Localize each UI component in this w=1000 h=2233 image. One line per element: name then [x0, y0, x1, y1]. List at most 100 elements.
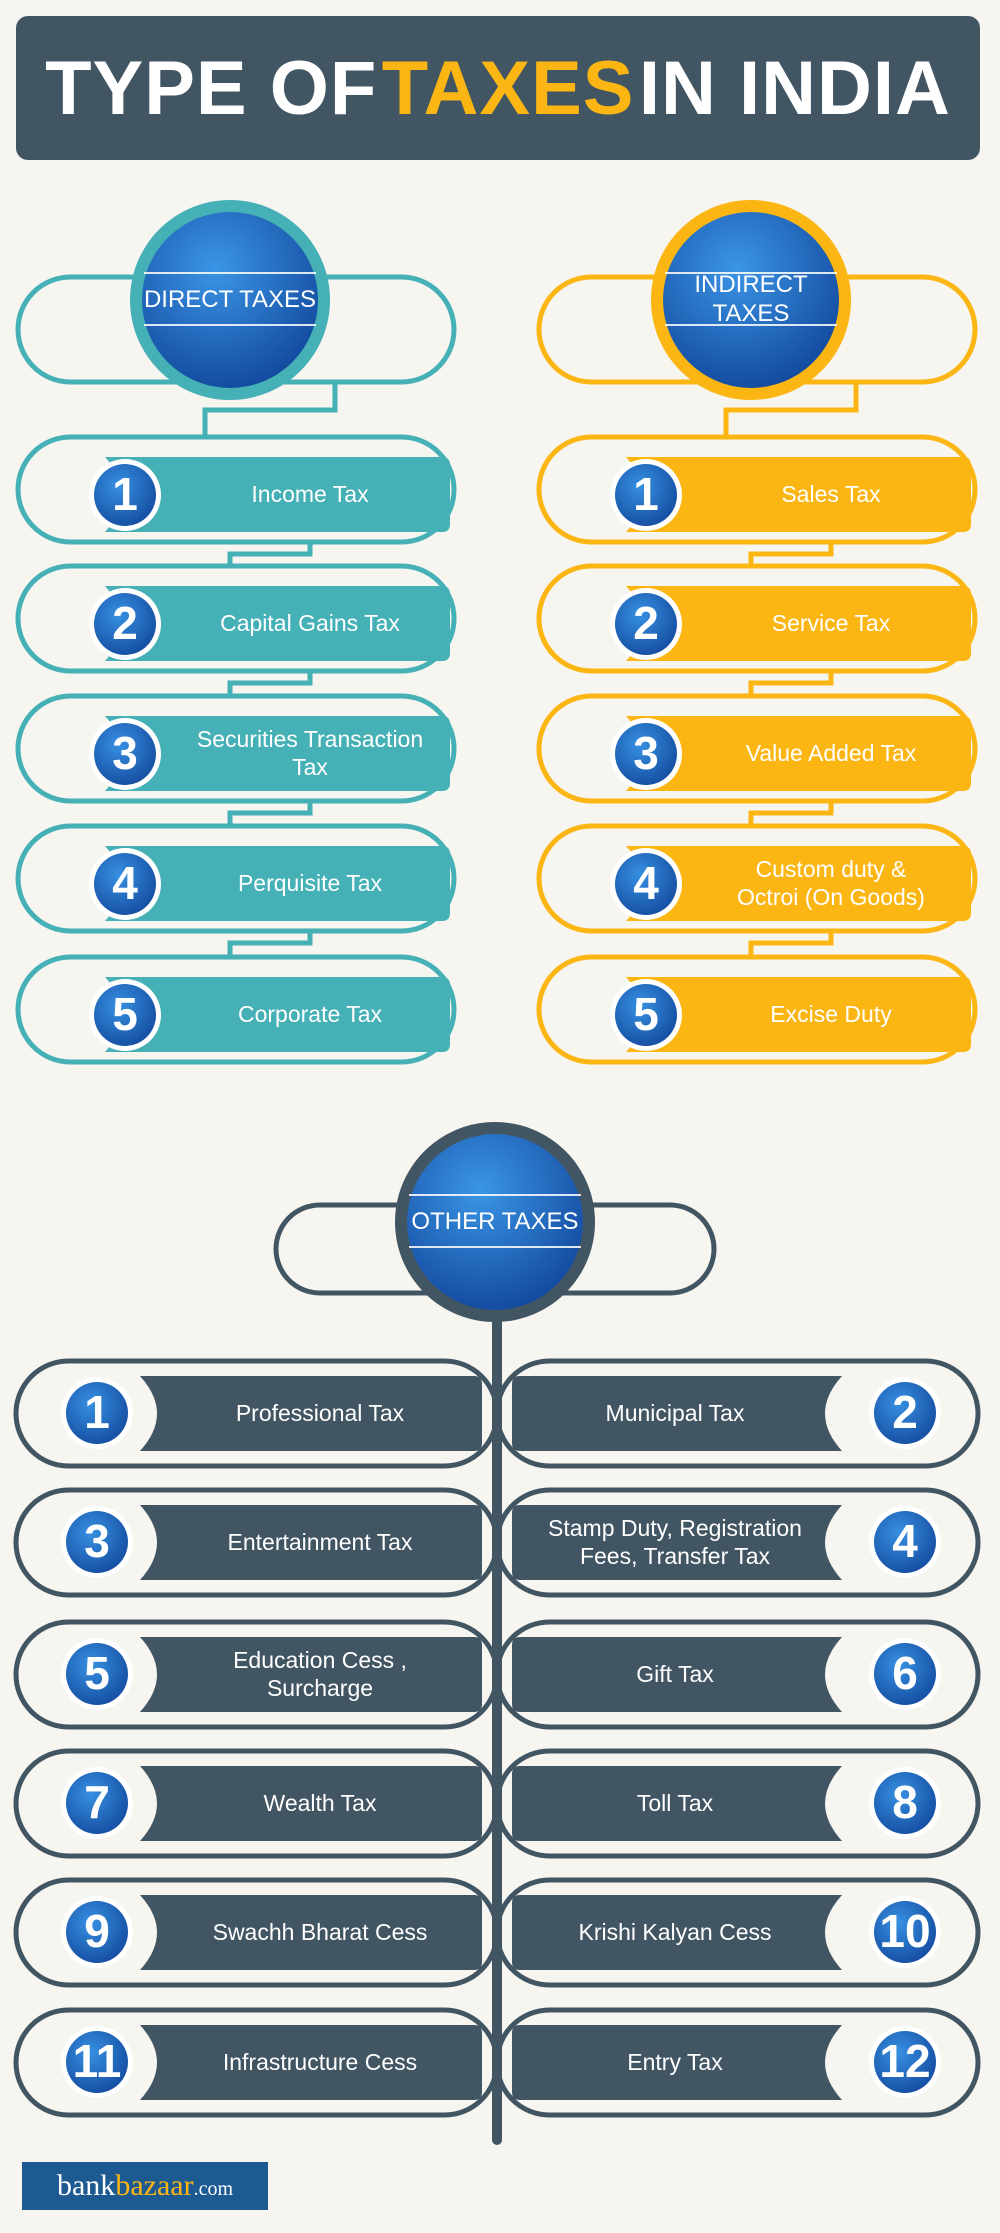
title-part-2: IN INDIA: [638, 45, 951, 131]
title-highlight: TAXES: [381, 45, 635, 131]
direct-item-frame-4: [15, 823, 457, 934]
other-item-bar-4: [512, 1505, 842, 1580]
other-item-badge-2: [874, 1382, 936, 1444]
other-item-bar-8: [512, 1766, 842, 1841]
other-item-badge-3: [66, 1511, 128, 1573]
other-item-number-1: 1: [84, 1386, 110, 1439]
other-item-bar-7: [140, 1766, 482, 1841]
indirect-item-frame-3: [536, 693, 978, 804]
direct-item-label-1: Income Tax: [251, 480, 369, 507]
indirect-item-number-4: 4: [633, 857, 659, 910]
other-item-label-6: Gift Tax: [636, 1660, 714, 1687]
other-item-label-12: Entry Tax: [627, 2048, 723, 2075]
other-item-label-8: Toll Tax: [636, 1789, 714, 1816]
indirect-connector-3: [748, 801, 834, 826]
indirect-item-bar-5: [626, 977, 971, 1052]
direct-header-circle-ball: [142, 212, 318, 388]
direct-item-frame-5: [15, 954, 457, 1065]
other-item-badge-8: [874, 1772, 936, 1834]
direct-item-bar-3: [105, 716, 450, 791]
other-item-bar-11: [140, 2025, 482, 2100]
direct-item-label-3: Securities Transaction Tax: [196, 725, 424, 780]
direct-item-number-3: 3: [112, 727, 138, 780]
indirect-item-label-1: Sales Tax: [781, 480, 881, 507]
other-item-number-7: 7: [84, 1776, 110, 1829]
other-item-bar-1: [140, 1376, 482, 1451]
direct-item-number-2: 2: [112, 597, 138, 650]
indirect-item-bar-1: [626, 457, 971, 532]
other-item-label-1: Professional Tax: [235, 1399, 405, 1426]
other-item-bar-6: [512, 1637, 842, 1712]
direct-item-badge-1: [94, 464, 156, 526]
other-item-bar-5: [140, 1637, 482, 1712]
other-item-bar-3: [140, 1505, 482, 1580]
indirect-item-number-5: 5: [633, 988, 659, 1041]
indirect-item-frame-4: [536, 823, 978, 934]
indirect-item-frame-2: [536, 563, 978, 674]
other-item-badge-10: [874, 1901, 936, 1963]
direct-connector-2: [227, 671, 313, 696]
bankbazaar-logo: bank bazaar .com: [22, 2162, 268, 2210]
direct-item-frame-2: [15, 563, 457, 674]
direct-item-number-5: 5: [112, 988, 138, 1041]
logo-part-1: bank: [56, 2169, 116, 2202]
direct-item-bar-2: [105, 586, 450, 661]
direct-item-bar-1: [105, 457, 450, 532]
other-item-badge-5: [66, 1643, 128, 1705]
indirect-item-frame-1: [536, 434, 978, 545]
direct-connector-4: [227, 931, 313, 957]
direct-connector-head: [202, 382, 338, 437]
other-item-badge-9: [66, 1901, 128, 1963]
other-item-number-6: 6: [892, 1647, 918, 1700]
indirect-connector-4: [748, 931, 834, 957]
other-item-bar-2: [512, 1376, 842, 1451]
direct-item-label-5: Corporate Tax: [237, 1000, 383, 1027]
other-item-badge-12: [874, 2031, 936, 2093]
indirect-item-bar-2: [626, 586, 971, 661]
indirect-item-number-1: 1: [633, 468, 659, 521]
indirect-header-circle-ball: [663, 212, 839, 388]
indirect-item-bar-3: [626, 716, 971, 791]
indirect-connector-2: [748, 671, 834, 696]
other-item-number-8: 8: [892, 1776, 918, 1829]
other-item-bar-9: [140, 1895, 482, 1970]
indirect-item-frame-5: [536, 954, 978, 1065]
other-item-label-4: Stamp Duty, Registration Fees, Transfer …: [548, 1514, 802, 1569]
indirect-item-label-3: Value Added Tax: [745, 739, 917, 766]
other-item-bar-12: [512, 2025, 842, 2100]
direct-connector-3: [227, 801, 313, 826]
other-item-number-12: 12: [879, 2035, 931, 2088]
direct-item-frame-1: [15, 434, 457, 545]
direct-item-number-1: 1: [112, 468, 138, 521]
indirect-item-bar-4: [626, 846, 971, 921]
other-item-label-10: Krishi Kalyan Cess: [578, 1918, 772, 1945]
logo-part-3: .com: [193, 2177, 234, 2200]
indirect-item-label-4: Custom duty & Octroi (On Goods): [737, 855, 925, 910]
other-item-badge-11: [66, 2031, 128, 2093]
direct-item-number-4: 4: [112, 857, 138, 910]
direct-item-bar-4: [105, 846, 450, 921]
direct-connector-1: [227, 542, 313, 566]
other-item-badge-1: [66, 1382, 128, 1444]
other-item-label-3: Entertainment Tax: [227, 1528, 413, 1555]
direct-item-badge-2: [94, 593, 156, 655]
direct-item-badge-3: [94, 723, 156, 785]
indirect-item-label-5: Excise Duty: [770, 1000, 892, 1027]
other-item-number-9: 9: [84, 1905, 110, 1958]
other-item-label-9: Swachh Bharat Cess: [212, 1918, 428, 1945]
indirect-item-number-3: 3: [633, 727, 659, 780]
direct-item-bar-5: [105, 977, 450, 1052]
indirect-item-label-2: Service Tax: [771, 609, 891, 636]
other-item-number-2: 2: [892, 1386, 918, 1439]
other-item-bar-10: [512, 1895, 842, 1970]
indirect-item-badge-2: [615, 593, 677, 655]
direct-heading: DIRECT TAXES: [143, 285, 317, 313]
other-item-number-3: 3: [84, 1515, 110, 1568]
other-header-circle-ball: [407, 1134, 583, 1310]
indirect-connector-head: [723, 382, 859, 437]
other-item-label-2: Municipal Tax: [605, 1399, 745, 1426]
indirect-item-badge-1: [615, 464, 677, 526]
other-item-badge-7: [66, 1772, 128, 1834]
other-item-label-5: Education Cess , Surcharge: [233, 1646, 407, 1701]
